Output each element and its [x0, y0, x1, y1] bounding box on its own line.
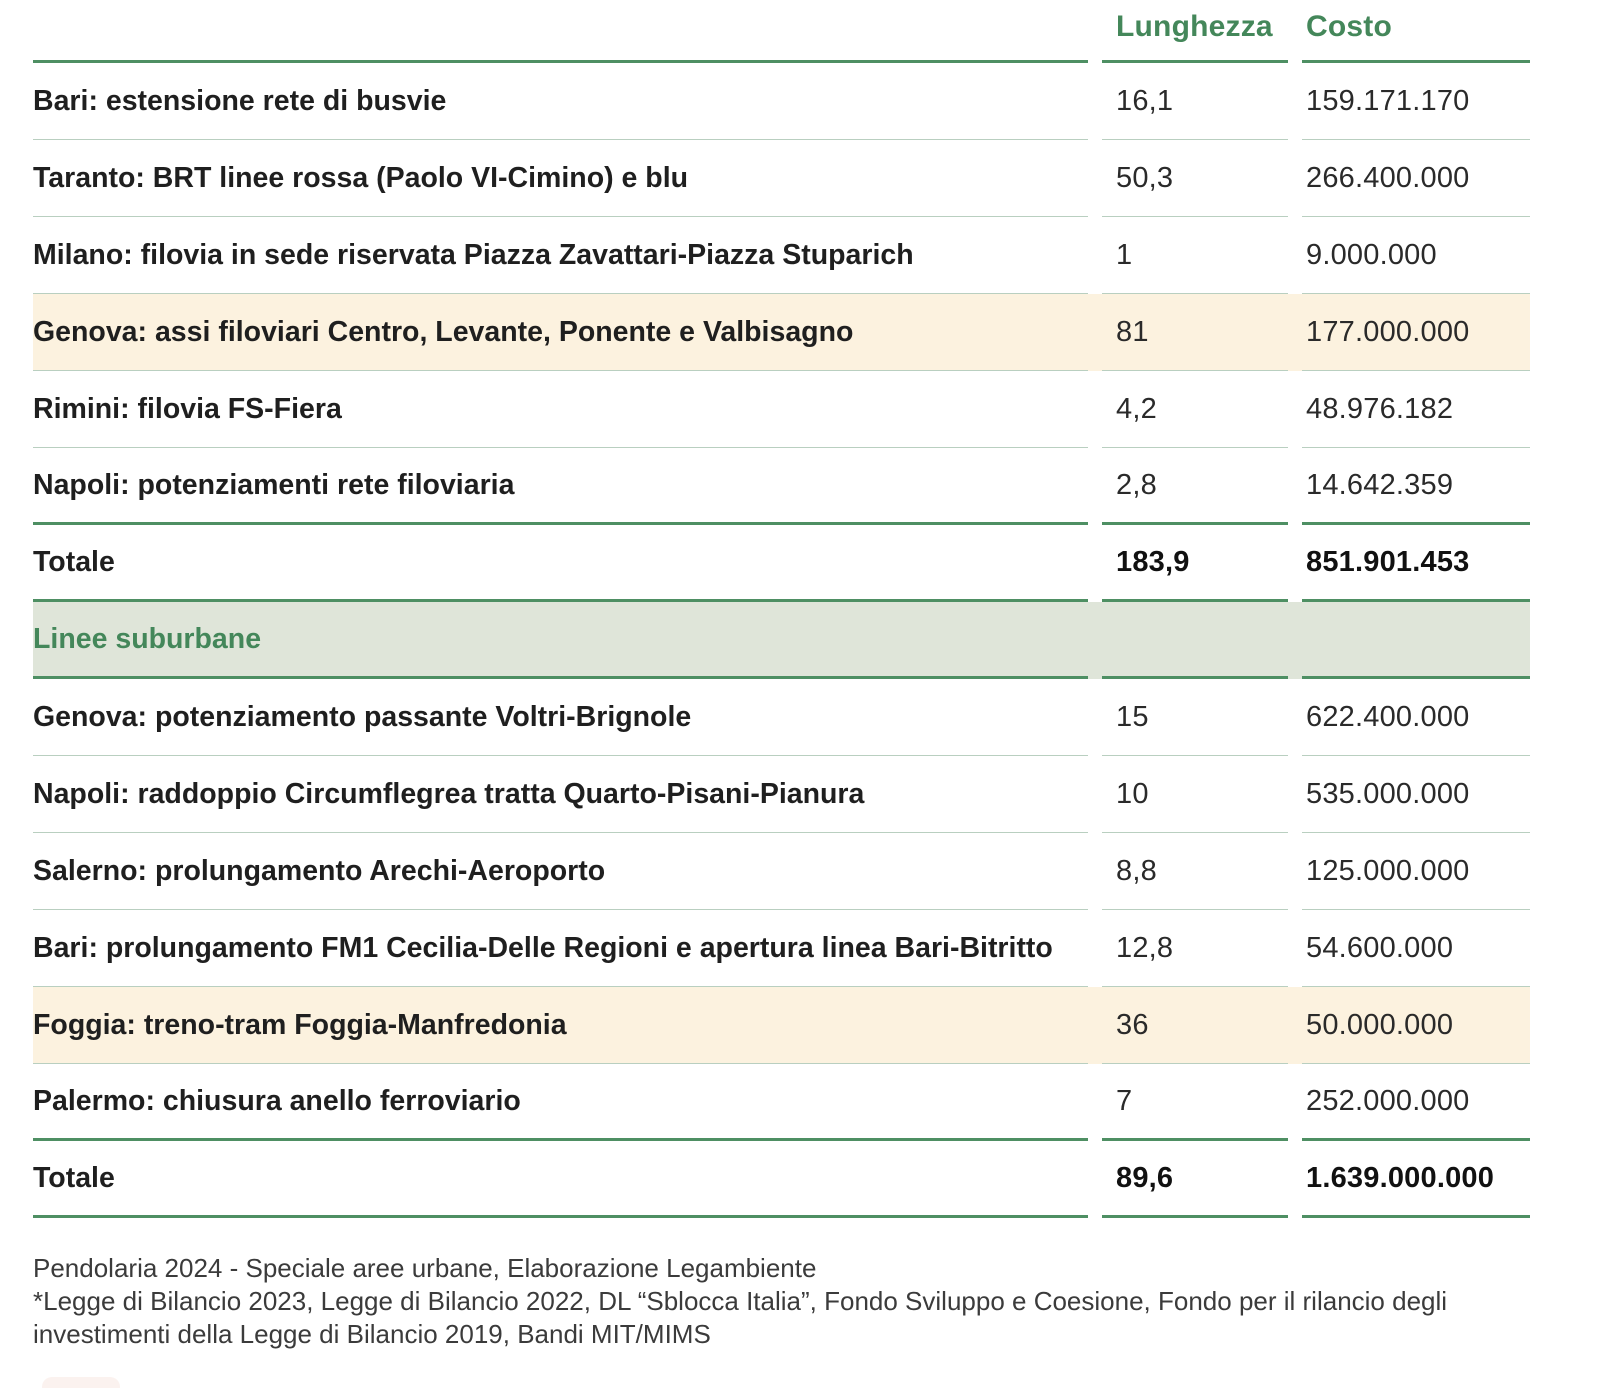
- costo-value: 851.901.453: [1306, 545, 1470, 578]
- costo-value: 252.000.000: [1306, 1084, 1470, 1117]
- project-label: Genova: assi filoviari Centro, Levante, …: [33, 315, 854, 348]
- lunghezza-value: 16,1: [1116, 84, 1174, 117]
- total-row: Totale 89,6 1.639.000.000: [33, 1141, 1530, 1218]
- project-label: Bari: estensione rete di busvie: [33, 84, 447, 117]
- costo-value: 9.000.000: [1306, 238, 1437, 271]
- lunghezza-value: 7: [1116, 1084, 1133, 1117]
- lunghezza-value: 89,6: [1116, 1161, 1174, 1194]
- table-row: Palermo: chiusura anello ferroviario 7 252…: [33, 1064, 1530, 1141]
- header-project-column: [33, 0, 1088, 63]
- project-label: Totale: [33, 545, 115, 578]
- table-row: Milano: filovia in sede riservata Piazza…: [33, 217, 1530, 294]
- costo-value: 535.000.000: [1306, 777, 1470, 810]
- lunghezza-value: 4,2: [1116, 392, 1157, 425]
- costo-value: 266.400.000: [1306, 161, 1470, 194]
- projects-table-body: Bari: estensione rete di busvie 16,1 159.1…: [33, 63, 1530, 1218]
- cutoff-artifact: [42, 1377, 120, 1388]
- lunghezza-value: 81: [1116, 315, 1149, 348]
- lunghezza-value: 1: [1116, 238, 1133, 271]
- source-line: Pendolaria 2024 - Speciale aree urbane, …: [33, 1253, 817, 1283]
- costo-value: 177.000.000: [1306, 315, 1470, 348]
- lunghezza-value: 12,8: [1116, 931, 1174, 964]
- lunghezza-value: 36: [1116, 1008, 1149, 1041]
- table-row: Napoli: potenziamenti rete filoviaria 2,8…: [33, 448, 1530, 525]
- project-label: Palermo: chiusura anello ferroviario: [33, 1084, 521, 1117]
- table-row: Bari: estensione rete di busvie 16,1 159.1…: [33, 63, 1530, 140]
- lunghezza-value: 183,9: [1116, 545, 1190, 578]
- table-row: Napoli: raddoppio Circumflegrea tratta Q…: [33, 756, 1530, 833]
- header-costo: Costo: [1302, 0, 1530, 63]
- table-row: Genova: assi filoviari Centro, Levante, …: [33, 294, 1530, 371]
- lunghezza-value: 2,8: [1116, 468, 1157, 501]
- table-header-row: Lunghezza Costo: [33, 0, 1530, 63]
- table-row: Foggia: treno-tram Foggia-Manfredonia 36 5…: [33, 987, 1530, 1064]
- lunghezza-value: 50,3: [1116, 161, 1174, 194]
- table-row: Rimini: filovia FS-Fiera 4,2 48.976.182: [33, 371, 1530, 448]
- table-row: Taranto: BRT linee rossa (Paolo VI-Cimin…: [33, 140, 1530, 217]
- projects-table: Lunghezza Costo Bari: estensione rete di…: [33, 0, 1530, 1218]
- costo-value: 159.171.170: [1306, 84, 1470, 117]
- project-label: Napoli: potenziamenti rete filoviaria: [33, 468, 515, 501]
- table-footer: Pendolaria 2024 - Speciale aree urbane, …: [33, 1252, 1533, 1351]
- costo-value: 14.642.359: [1306, 468, 1454, 501]
- costo-value: 54.600.000: [1306, 931, 1454, 964]
- project-label: Milano: filovia in sede riservata Piazza…: [33, 238, 914, 271]
- table-row: Genova: potenziamento passante Voltri-Br…: [33, 679, 1530, 756]
- section-title: Linee suburbane: [33, 622, 262, 655]
- project-label: Rimini: filovia FS-Fiera: [33, 392, 342, 425]
- costo-value: 622.400.000: [1306, 700, 1470, 733]
- footnote-line: *Legge di Bilancio 2023, Legge di Bilanc…: [33, 1286, 1448, 1349]
- total-row: Totale 183,9 851.901.453: [33, 525, 1530, 602]
- project-label: Foggia: treno-tram Foggia-Manfredonia: [33, 1008, 567, 1041]
- lunghezza-value: 10: [1116, 777, 1149, 810]
- header-lunghezza: Lunghezza: [1102, 0, 1288, 63]
- costo-value: 125.000.000: [1306, 854, 1470, 887]
- project-label: Genova: potenziamento passante Voltri-Br…: [33, 700, 692, 733]
- lunghezza-value: 8,8: [1116, 854, 1157, 887]
- project-label: Taranto: BRT linee rossa (Paolo VI-Cimin…: [33, 161, 689, 194]
- table-row: Salerno: prolungamento Arechi-Aeroporto 8…: [33, 833, 1530, 910]
- project-label: Totale: [33, 1161, 115, 1194]
- costo-value: 1.639.000.000: [1306, 1161, 1495, 1194]
- section-row: Linee suburbane: [33, 602, 1530, 679]
- project-label: Salerno: prolungamento Arechi-Aeroporto: [33, 854, 606, 887]
- project-label: Napoli: raddoppio Circumflegrea tratta Q…: [33, 777, 865, 810]
- lunghezza-value: 15: [1116, 700, 1149, 733]
- table-row: Bari: prolungamento FM1 Cecilia-Delle Re…: [33, 910, 1530, 987]
- project-label: Bari: prolungamento FM1 Cecilia-Delle Re…: [33, 931, 1053, 964]
- costo-value: 48.976.182: [1306, 392, 1454, 425]
- costo-value: 50.000.000: [1306, 1008, 1454, 1041]
